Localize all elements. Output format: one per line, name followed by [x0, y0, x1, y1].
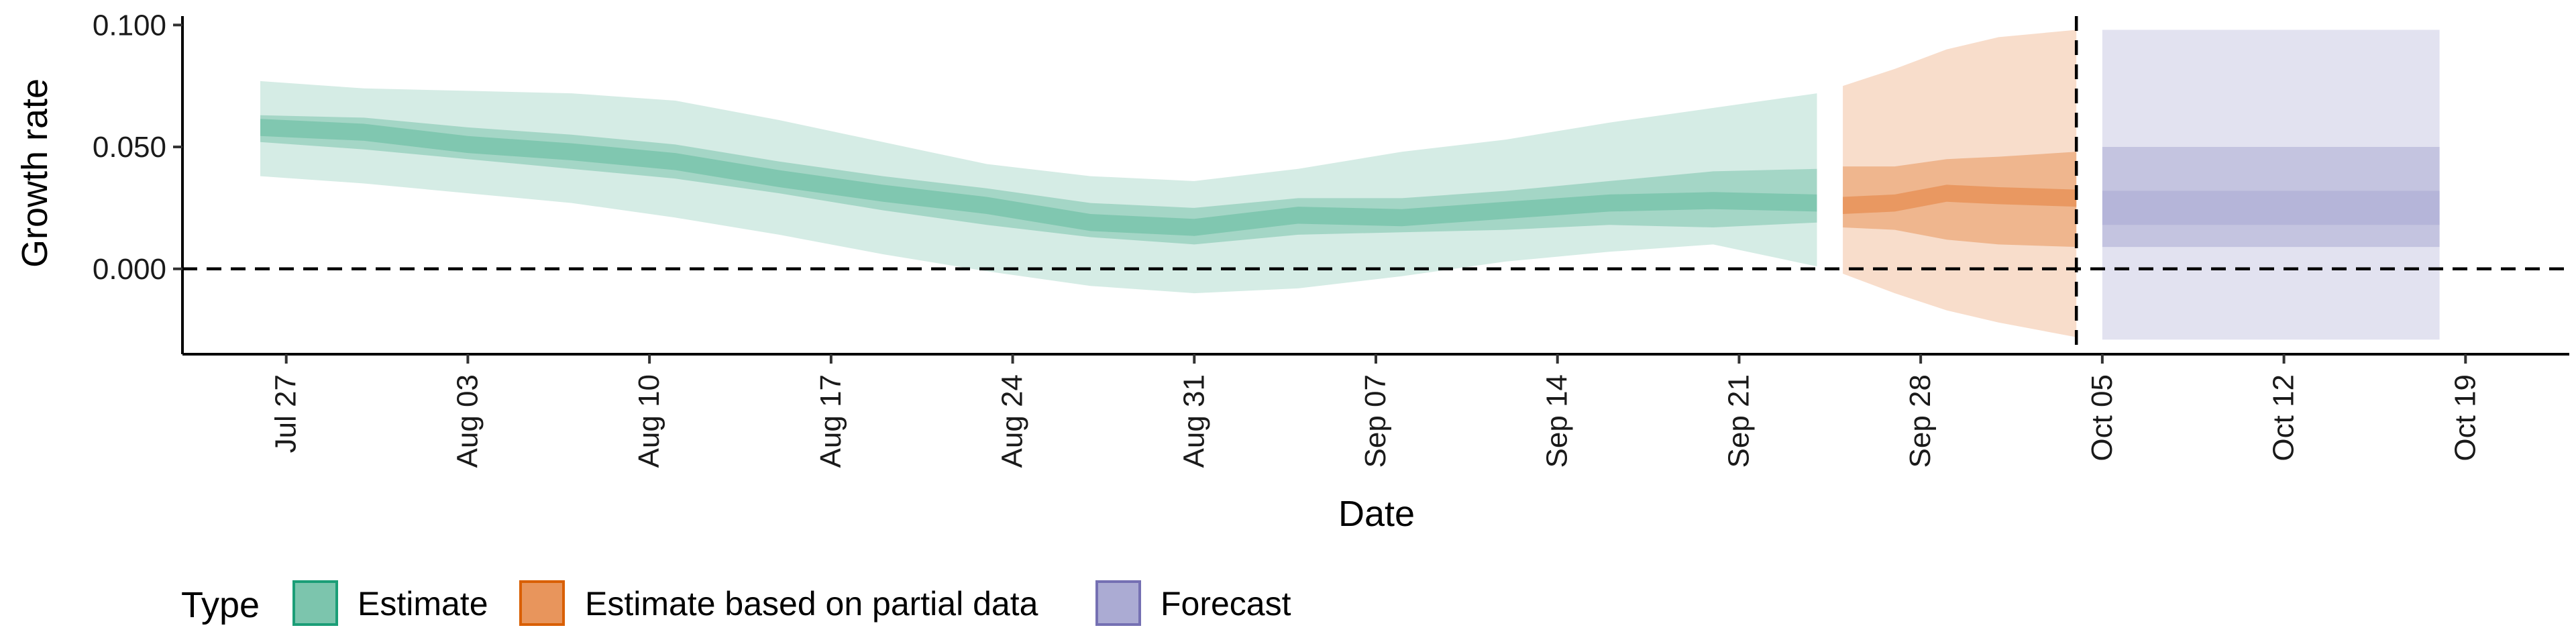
x-tick-label: Aug 03 [451, 374, 484, 468]
x-tick-label: Aug 24 [996, 374, 1029, 468]
x-tick-label: Jul 27 [270, 374, 303, 453]
legend-swatch-partial [519, 580, 565, 626]
legend-label-partial: Estimate based on partial data [585, 585, 1038, 623]
ribbon-bands [260, 30, 2440, 340]
x-tick-label: Aug 31 [1177, 374, 1210, 468]
legend: Type Estimate Estimate based on partial … [181, 580, 1291, 626]
legend-label-forecast: Forecast [1161, 585, 1291, 623]
legend-title: Type [181, 585, 260, 625]
y-tick-label: 0.100 [93, 9, 166, 42]
forecast-band-50 [2102, 191, 2440, 225]
estimate-band-90 [260, 80, 1817, 294]
legend-swatch-estimate [292, 580, 338, 626]
estimate-based-on-partial-data-median-band [1843, 184, 2077, 214]
x-tick-label: Oct 12 [2267, 374, 2300, 462]
y-tick-label: 0.000 [93, 253, 166, 286]
x-tick-label: Oct 19 [2449, 374, 2481, 462]
y-axis-title: Growth rate [15, 78, 55, 268]
axes: 0.000 0.050 0.100 Jul 27 Aug 03 Aug 10 Aug 17 A… [93, 9, 2569, 468]
y-tick-label: 0.050 [93, 131, 166, 164]
x-tick-label: Sep 14 [1541, 374, 1574, 468]
x-tick-label: Oct 05 [2086, 374, 2118, 462]
x-tick-label: Sep 28 [1904, 374, 1937, 468]
x-tick-label: Aug 10 [633, 374, 665, 468]
x-tick-label: Aug 17 [814, 374, 847, 468]
legend-label-estimate: Estimate [358, 585, 488, 623]
x-axis-title: Date [1338, 494, 1415, 534]
x-tick-label: Sep 07 [1359, 374, 1392, 468]
estimate-median-band [260, 119, 1817, 236]
x-tick-label: Sep 21 [1722, 374, 1755, 468]
legend-swatch-forecast [1095, 580, 1141, 626]
